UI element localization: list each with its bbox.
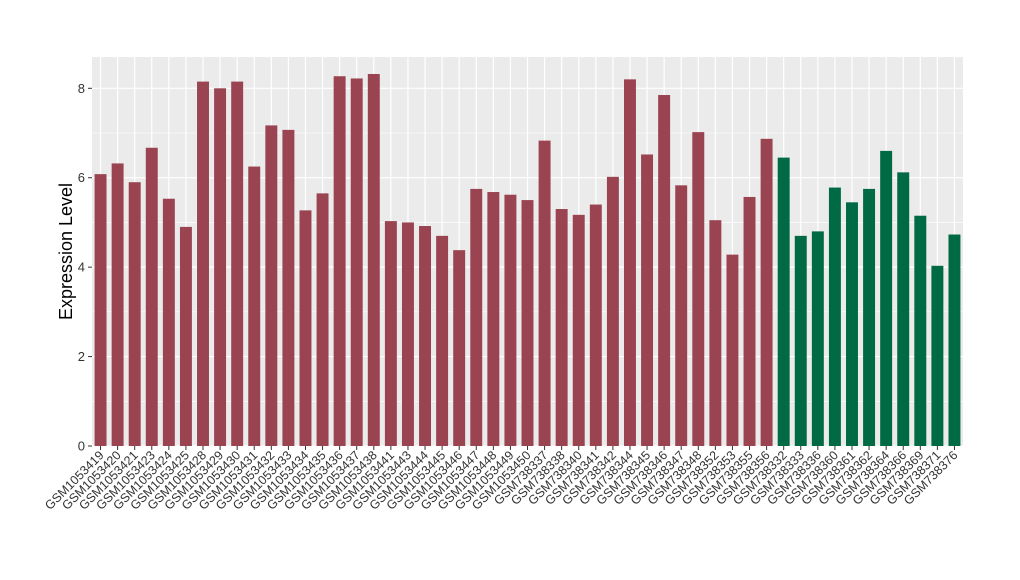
y-axis: 0 2 4 6 8: [78, 81, 92, 454]
bar-GSM738338: [555, 209, 568, 446]
bar-GSM1053429: [214, 88, 227, 446]
bar-GSM738364: [880, 150, 893, 446]
bar-GSM1053449: [504, 194, 517, 446]
bar-GSM1053437: [350, 78, 363, 446]
y-tick-label: 0: [78, 439, 85, 454]
bar-GSM738369: [914, 215, 927, 446]
bar-GSM1053443: [401, 222, 414, 446]
bar-GSM738345: [641, 154, 654, 446]
bar-GSM1053433: [282, 129, 295, 447]
bar-GSM1053430: [231, 81, 244, 447]
bar-GSM738341: [589, 204, 602, 446]
bar-GSM738332: [777, 157, 790, 446]
bar-GSM738352: [709, 220, 722, 446]
bar-GSM1053431: [248, 166, 261, 447]
bar-GSM1053420: [111, 163, 124, 447]
bar-GSM738337: [538, 140, 551, 446]
bar-GSM738336: [811, 231, 824, 446]
bar-GSM738361: [846, 202, 858, 446]
bar-GSM1053428: [197, 81, 209, 447]
bar-GSM1053438: [367, 73, 380, 446]
bar-GSM738366: [897, 172, 910, 446]
bar-GSM738360: [828, 187, 841, 446]
y-tick-label: 8: [78, 81, 85, 96]
bar-GSM1053444: [419, 226, 432, 446]
bar-GSM738356: [760, 138, 773, 446]
bar-GSM1053424: [162, 198, 175, 446]
bar-GSM1053421: [128, 182, 141, 446]
bar-GSM738348: [692, 132, 705, 446]
bar-GSM1053450: [521, 200, 534, 446]
bar-GSM1053435: [316, 193, 329, 446]
bar-GSM1053446: [453, 250, 466, 446]
x-axis: GSM1053419GSM1053420GSM1053421GSM1053423…: [42, 446, 961, 513]
y-tick-label: 2: [78, 349, 85, 364]
bar-GSM738340: [572, 214, 585, 446]
bars: [94, 73, 961, 447]
bar-GSM1053436: [333, 76, 346, 446]
y-tick-label: 6: [78, 170, 85, 185]
bar-GSM738376: [948, 234, 961, 446]
y-axis-title: Expression Level: [56, 183, 76, 320]
bar-GSM1053425: [179, 226, 192, 446]
bar-GSM738371: [931, 265, 944, 446]
bar-GSM1053441: [384, 221, 397, 446]
bar-GSM738353: [726, 254, 739, 446]
bar-GSM738344: [623, 79, 636, 446]
bar-GSM1053432: [265, 125, 278, 447]
bar-GSM1053447: [470, 188, 483, 447]
bar-GSM1053448: [487, 192, 500, 446]
bar-GSM1053445: [436, 235, 449, 446]
bar-GSM738346: [658, 95, 671, 447]
bar-GSM738362: [863, 188, 876, 447]
bar-GSM1053423: [145, 147, 158, 446]
bar-GSM738355: [743, 196, 756, 446]
y-tick-label: 4: [78, 260, 85, 275]
bar-GSM738342: [606, 176, 619, 446]
bar-GSM738347: [675, 185, 688, 446]
bar-GSM1053419: [94, 174, 107, 446]
bar-GSM1053434: [299, 210, 312, 446]
bar-GSM738333: [794, 235, 807, 446]
